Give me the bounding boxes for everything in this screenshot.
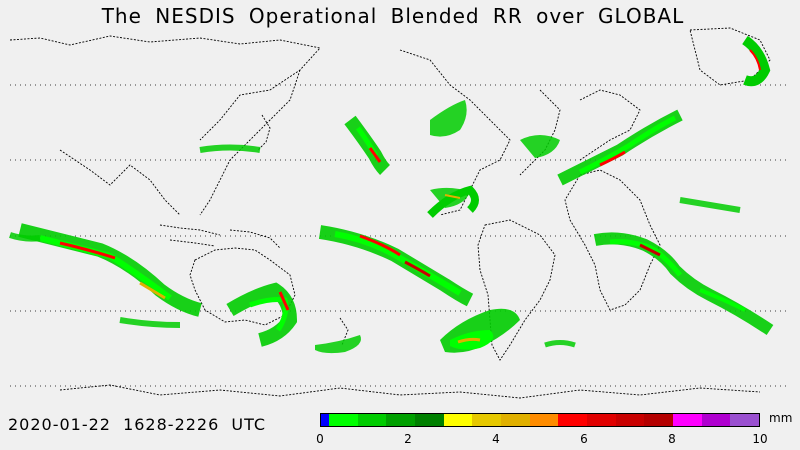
legend-color-segment [615,414,645,426]
legend-color-segment [357,414,387,426]
north-atlantic-band [520,35,771,186]
coast-new-guinea [229,229,281,249]
legend-color-segment [414,414,444,426]
central-pacific-band [318,185,479,307]
legend-color-segment [472,414,501,426]
legend-tick-label: 2 [404,432,412,446]
map-title: The NESDIS Operational Blended RR over G… [101,4,685,28]
legend-color-segment [644,414,673,426]
coast-japan [257,114,271,151]
coast-south-asia [59,149,181,216]
coast-north-america [399,49,511,216]
legend-color-segment [386,414,415,426]
coast-antarctica [59,384,761,399]
australia-south-band [9,232,576,348]
indian-ocean-band [593,197,774,335]
coast-north-america-east [519,89,561,176]
north-pacific-band [199,100,470,208]
legend-color-segment [500,414,530,426]
datetime-range: 2020-01-22 1628-2226 UTC [8,415,267,434]
legend-tick-label: 4 [492,432,500,446]
legend-tick-label: 8 [668,432,676,446]
coast-asia-north [9,35,321,141]
legend-color-segment [529,414,559,426]
legend-color-segment [558,414,587,426]
legend-color-segment [701,414,731,426]
legend-color-segment [329,414,358,426]
west-pacific-band [18,223,202,317]
coastlines [9,27,771,399]
rain-bands [9,35,774,354]
coast-europe [579,89,641,161]
legend-color-segment [672,414,702,426]
legend-color-segment [321,414,329,426]
south-pacific-convergence-band [226,282,298,347]
latitude-lines [10,84,790,387]
legend-tick-label: 10 [752,432,768,446]
color-legend-bar [320,413,760,427]
legend-color-segment [730,414,759,426]
legend-tick-label: 0 [316,432,324,446]
legend-tick-label: 6 [580,432,588,446]
southern-ocean-storm [315,308,520,354]
legend-color-segment [443,414,473,426]
coast-south-america [477,219,556,361]
coast-indonesia [159,224,221,247]
legend-color-segment [586,414,616,426]
coast-africa [564,169,661,311]
coast-east-asia [199,69,301,216]
legend-unit: mm [769,411,793,425]
